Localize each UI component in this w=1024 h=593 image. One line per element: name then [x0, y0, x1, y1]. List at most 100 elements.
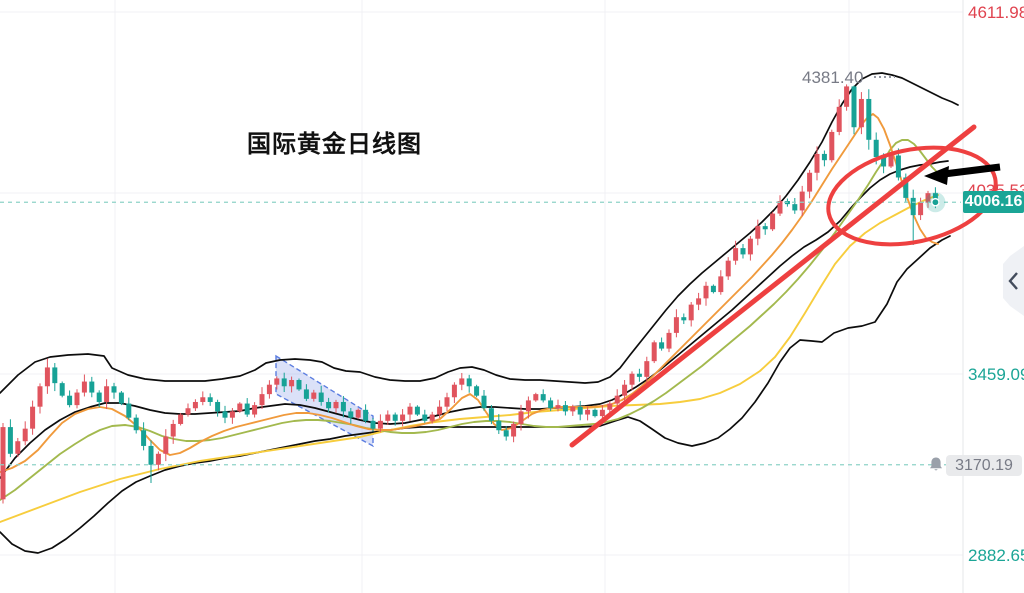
- candle-body: [881, 157, 887, 167]
- candle-body: [696, 298, 702, 305]
- candle-body: [755, 226, 761, 239]
- candle-body: [666, 332, 672, 349]
- candle-body: [592, 409, 598, 417]
- candle-body: [422, 414, 428, 421]
- candle-body: [533, 394, 539, 401]
- candle-body: [385, 414, 391, 421]
- candle-body: [548, 400, 554, 409]
- candle-body: [407, 406, 413, 415]
- candle-body: [104, 386, 110, 402]
- ma-fast-line: [0, 113, 939, 473]
- candle-body: [562, 405, 568, 412]
- ma-mid-line: [0, 139, 947, 501]
- candle-body: [355, 409, 361, 418]
- candle-body: [155, 453, 161, 465]
- candle-body: [814, 153, 820, 173]
- candle-body: [585, 409, 591, 415]
- candle-body: [303, 389, 309, 399]
- arrow-shaft[interactable]: [943, 163, 1001, 178]
- candle-body: [281, 378, 287, 387]
- candle-body: [30, 406, 36, 429]
- candle-body: [703, 285, 709, 299]
- candle-body: [7, 427, 13, 454]
- candle-body: [348, 411, 354, 418]
- candle-body: [0, 427, 6, 500]
- candle-body: [636, 373, 642, 377]
- candle-body: [81, 381, 87, 393]
- arrow-head-icon[interactable]: [924, 166, 949, 185]
- candle-body: [474, 386, 480, 396]
- trendline-drawing[interactable]: [569, 124, 977, 448]
- last-price-marker: [931, 197, 940, 207]
- candle-body: [481, 395, 487, 409]
- candle-body: [437, 406, 443, 415]
- candle-body: [170, 423, 176, 437]
- candle-body: [525, 400, 531, 412]
- candle-body: [459, 378, 465, 385]
- candle-body: [777, 201, 783, 214]
- candle-body: [326, 401, 332, 409]
- candle-body: [163, 436, 169, 454]
- candle-body: [518, 411, 524, 424]
- ellipse-drawing[interactable]: [819, 133, 1004, 258]
- candle-body: [333, 401, 339, 409]
- candle-body: [340, 401, 346, 412]
- candle-body: [614, 395, 620, 404]
- candle-body: [918, 202, 924, 216]
- candle-body: [888, 155, 894, 167]
- candle-body: [215, 401, 221, 412]
- candle-body: [237, 403, 243, 412]
- candle-body: [622, 384, 628, 396]
- candle-body: [607, 403, 613, 410]
- candle-body: [289, 379, 295, 387]
- candle-body: [496, 420, 502, 431]
- candle-body: [873, 139, 879, 158]
- candle-body: [599, 409, 605, 417]
- candle-body: [111, 386, 117, 393]
- candle-body: [925, 193, 931, 203]
- candle-body: [629, 373, 635, 385]
- candle-body: [178, 414, 184, 424]
- candle-body: [770, 213, 776, 230]
- candle-body: [688, 304, 694, 321]
- candle-body: [488, 408, 494, 421]
- candle-body: [296, 379, 302, 390]
- candle-body: [363, 409, 369, 421]
- candle-body: [133, 417, 139, 431]
- candle-body: [414, 406, 420, 415]
- candle-body: [555, 405, 561, 409]
- candle-body: [244, 403, 250, 415]
- candle-body: [370, 420, 376, 429]
- candle-body: [858, 98, 864, 128]
- candle-body: [392, 414, 398, 421]
- candle-body: [318, 392, 324, 402]
- candle-body: [22, 428, 28, 442]
- candle-body: [710, 285, 716, 293]
- candle-body: [910, 197, 916, 216]
- candle-body: [681, 317, 687, 321]
- candle-body: [222, 411, 228, 418]
- candle-body: [59, 383, 65, 396]
- channel-drawing[interactable]: [275, 354, 374, 448]
- candle-body: [895, 155, 901, 178]
- candle-body: [673, 317, 679, 333]
- candle-body: [659, 342, 665, 349]
- candle-body: [511, 423, 517, 437]
- candle-body: [229, 411, 235, 418]
- candle-body: [747, 238, 753, 255]
- candle-body: [577, 406, 583, 415]
- bollinger-middle-band: [0, 160, 949, 479]
- candle-body: [96, 392, 102, 402]
- candle-body: [74, 392, 80, 406]
- bollinger-lower-band: [0, 235, 951, 554]
- candle-body: [740, 248, 746, 255]
- candle-body: [799, 191, 805, 211]
- candle-body: [266, 384, 272, 395]
- candle-body: [44, 367, 50, 387]
- candle-body: [37, 386, 43, 407]
- candle-body: [644, 361, 650, 377]
- candle-body: [252, 405, 258, 415]
- bollinger-upper-band: [0, 72, 959, 394]
